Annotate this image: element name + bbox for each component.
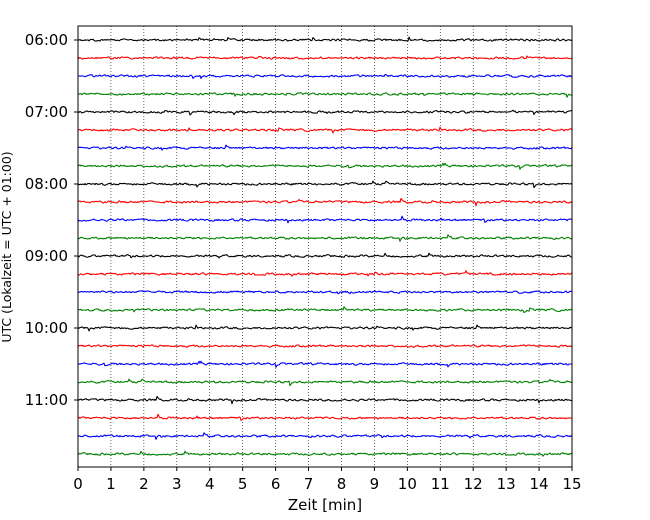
trace-line [77,109,573,116]
trace-line [77,234,573,242]
x-tick-label: 9 [370,475,380,493]
x-tick-label: 4 [205,475,215,493]
trace-line [77,413,573,421]
x-tick-label: 12 [464,475,483,493]
trace-line [77,55,572,60]
x-tick-label: 7 [304,475,314,493]
trace-line [77,126,573,134]
x-tick-label: 3 [172,475,182,493]
x-tick-label: 8 [337,475,347,493]
trace-line [77,378,573,387]
trace-line [77,290,573,295]
trace-line [78,36,573,42]
y-axis-ticks: 06:00 07:00 08:00 09:00 10:00 11:00 [25,31,78,409]
trace-line [77,162,573,170]
trace-line [77,197,573,207]
trace-line [77,144,573,151]
y-tick-label: 11:00 [25,391,68,409]
y-tick-label: 07:00 [25,103,68,121]
trace-line [77,395,573,405]
x-tick-label: 6 [271,475,281,493]
trace-line [77,180,573,189]
x-tick-label: 14 [530,475,549,493]
trace-line [77,344,573,348]
x-axis-ticks: 0 1 2 3 4 5 6 7 8 9 10 11 12 13 14 15 [73,467,582,493]
y-axis-label: UTC (Lokalzeit = UTC + 01:00) [0,151,14,342]
x-tick-label: 0 [73,475,83,493]
trace-line [77,73,573,80]
trace-line [77,306,573,314]
x-tick-label: 1 [106,475,116,493]
y-tick-label: 09:00 [25,247,68,265]
plot-frame [77,25,573,468]
trace-line [77,215,573,224]
seismic-traces [77,36,573,457]
trace-line [77,432,573,440]
trace-line [77,270,573,277]
trace-line [77,92,573,98]
x-tick-label: 5 [238,475,248,493]
x-tick-label: 15 [562,475,581,493]
trace-line [77,360,573,368]
trace-line [77,252,572,259]
y-tick-label: 08:00 [25,175,68,193]
x-axis-label: Zeit [min] [288,496,362,514]
y-tick-label: 06:00 [25,31,68,49]
y-tick-label: 10:00 [25,319,68,337]
trace-line [77,324,573,332]
trace-line [77,450,573,457]
x-tick-label: 10 [398,475,417,493]
x-tick-label: 13 [497,475,516,493]
x-tick-label: 2 [139,475,149,493]
x-tick-label: 11 [431,475,450,493]
